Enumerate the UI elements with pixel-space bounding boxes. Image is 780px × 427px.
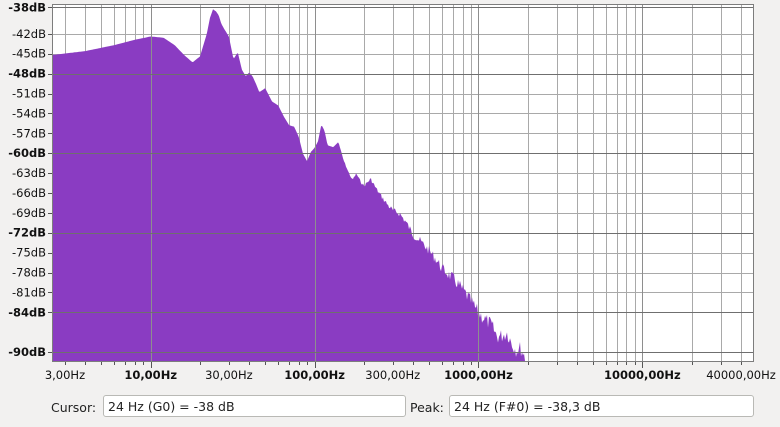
y-tick-label: -48dB (8, 67, 46, 81)
x-tick-label: 300,00Hz (365, 368, 420, 382)
x-tick-label: 30,00Hz (205, 368, 253, 382)
peak-field[interactable]: 24 Hz (F#0) = -38,3 dB (449, 395, 754, 417)
y-tick-label: -38dB (8, 0, 46, 14)
spectrum-area (52, 9, 532, 363)
x-tick-label: 10000,00Hz (604, 368, 681, 382)
x-tick-label: 3,00Hz (45, 368, 85, 382)
cursor-field[interactable]: 24 Hz (G0) = -38 dB (103, 395, 406, 417)
plot-border (52, 4, 754, 362)
x-tick-label: 1000,00Hz (444, 368, 513, 382)
x-tick-label: 10,00Hz (124, 368, 177, 382)
y-tick-label: -75dB (12, 246, 46, 260)
x-tick-label: 40000,00Hz (706, 368, 776, 382)
y-tick-label: -42dB (12, 27, 46, 41)
y-tick-label: -84dB (8, 305, 46, 319)
y-tick-label: -60dB (8, 146, 46, 160)
y-tick-label: -66dB (12, 186, 46, 200)
y-tick-label: -72dB (8, 226, 46, 240)
y-axis-labels: -38dB -42dB -45dB -48dB -51dB -54dB -57dB -60dB… (8, 0, 52, 359)
y-tick-label: -69dB (12, 206, 46, 220)
y-tick-label: -51dB (12, 87, 46, 101)
y-tick-label: -63dB (12, 166, 46, 180)
peak-label: Peak: (410, 400, 444, 415)
frequency-spectrum-plot[interactable]: -38dB -42dB -45dB -48dB -51dB -54dB -57dB -60dB… (0, 0, 780, 390)
y-tick-label: -78dB (12, 266, 46, 280)
x-tick-label: 100,00Hz (284, 368, 345, 382)
x-axis-labels: 3,00Hz 10,00Hz 30,00Hz 100,00Hz 300,00Hz 1000… (45, 368, 776, 382)
major-grid-lines (52, 4, 754, 362)
y-tick-label: -54dB (12, 106, 46, 120)
y-tick-label: -81dB (12, 285, 46, 299)
y-tick-label: -57dB (12, 126, 46, 140)
x-axis-ticks (65, 362, 742, 368)
y-tick-label: -45dB (12, 47, 46, 61)
y-tick-label: -90dB (8, 345, 46, 359)
cursor-label: Cursor: (51, 400, 97, 415)
